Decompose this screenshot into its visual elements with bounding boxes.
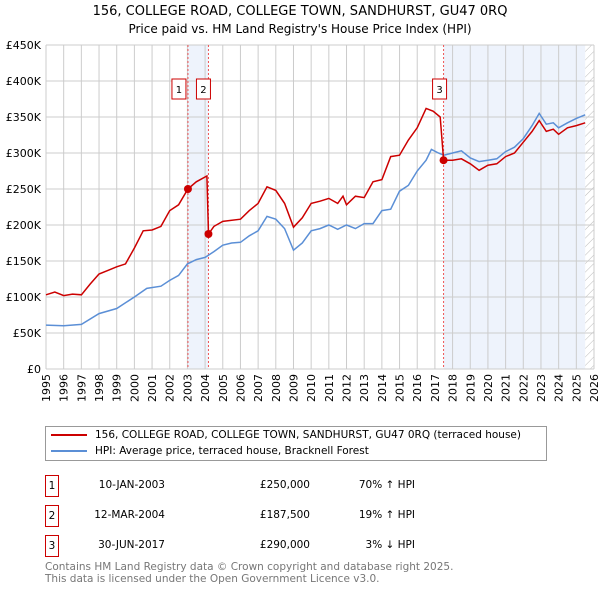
sale-row: 2 12-MAR-2004 £187,500 19% ↑ HPI [45,505,495,527]
sale-point [183,185,192,193]
sale-marker-box [171,78,187,100]
chart-subtitle: Price paid vs. HM Land Registry's House … [128,22,472,36]
x-tick-label: 2018 [447,374,460,402]
x-tick-label: 2016 [411,374,424,402]
legend-hpi-label: HPI: Average price, terraced house, Brac… [95,445,369,457]
x-tick-label: 1997 [75,374,88,402]
y-tick-label: £300K [6,147,42,160]
x-tick-label: 2013 [358,374,371,402]
x-tick-label: 2011 [323,374,336,402]
x-tick-label: 2005 [217,374,230,402]
y-tick-label: £250K [6,183,42,196]
sale-marker-label: 1 [176,85,182,96]
x-tick-label: 2023 [535,374,548,402]
sale-point [439,156,448,165]
shaded-period [187,45,209,369]
sale-marker-label: 2 [45,505,59,527]
x-tick-label: 2024 [553,374,566,402]
sale-date: 10-JAN-2003 [98,479,165,491]
y-tick-label: £400K [6,75,42,88]
footer-line-2: This data is licensed under the Open Gov… [45,573,380,585]
sale-price: £187,500 [259,509,310,521]
sale-date: 12-MAR-2004 [94,509,165,521]
sale-marker-label: 3 [45,535,59,557]
sale-marker-label: 2 [200,85,206,96]
sale-point [204,230,213,238]
x-tick-label: 2009 [287,374,300,402]
x-tick-label: 2008 [270,374,283,402]
x-tick-label: 2015 [394,374,407,402]
x-tick-label: 2020 [482,374,495,402]
x-tick-label: 2014 [376,374,389,402]
y-tick-label: £150K [6,255,42,268]
x-tick-label: 2019 [464,374,477,402]
x-tick-label: 2010 [305,374,318,402]
legend-property-label: 156, COLLEGE ROAD, COLLEGE TOWN, SANDHUR… [95,429,521,441]
sale-hpi-diff: 19% ↑ HPI [358,509,415,521]
chart-title: 156, COLLEGE ROAD, COLLEGE TOWN, SANDHUR… [92,4,508,19]
x-tick-label: 2021 [500,374,513,402]
sale-marker-label: 1 [45,475,59,497]
x-tick-label: 2022 [517,374,530,402]
sale-price: £250,000 [259,479,310,491]
sale-date: 30-JUN-2017 [98,539,165,551]
x-tick-label: 1998 [93,374,106,402]
x-tick-label: 2002 [164,374,177,402]
x-tick-label: 2026 [588,374,600,402]
price-chart: 1995 1996 1997 1998 1999 2000 2001 2002 2003 2004… [6,39,600,402]
sale-hpi-diff: 3% ↓ HPI [365,539,415,551]
x-tick-label: 2004 [199,374,212,402]
y-tick-label: £0 [27,363,41,376]
x-tick-label: 2025 [570,374,583,402]
footer-line-1: Contains HM Land Registry data © Crown c… [45,561,454,573]
y-tick-label: £450K [6,39,42,52]
y-tick-label: £200K [6,219,42,232]
x-tick-label: 1995 [40,374,53,402]
sale-price: £290,000 [259,539,310,551]
legend: 156, COLLEGE ROAD, COLLEGE TOWN, SANDHUR… [45,426,547,461]
sale-marker-box [195,78,211,100]
shaded-period [443,45,586,369]
x-tick-label: 1996 [58,374,71,402]
x-tick-label: 2003 [181,374,194,402]
x-tick-label: 1999 [111,374,124,402]
series-line [45,111,586,327]
hatched-region [585,45,594,369]
x-tick-label: 2007 [252,374,265,402]
y-tick-label: £100K [6,291,42,304]
y-tick-label: £350K [6,111,42,124]
x-tick-label: 2012 [341,374,354,402]
sale-marker-box [432,78,448,100]
sale-marker-label: 3 [436,85,442,96]
x-tick-label: 2001 [146,374,159,402]
legend-red-line [51,434,87,436]
series-line [45,107,586,297]
sale-row: 1 10-JAN-2003 £250,000 70% ↑ HPI [45,475,495,497]
y-tick-label: £50K [13,327,42,340]
x-tick-label: 2017 [429,374,442,402]
x-tick-label: 2006 [234,374,247,402]
sale-row: 3 30-JUN-2017 £290,000 3% ↓ HPI [45,535,495,557]
legend-blue-line [51,450,87,452]
x-tick-label: 2000 [128,374,141,402]
sale-hpi-diff: 70% ↑ HPI [358,479,415,491]
footer: Contains HM Land Registry data © Crown c… [45,561,453,585]
